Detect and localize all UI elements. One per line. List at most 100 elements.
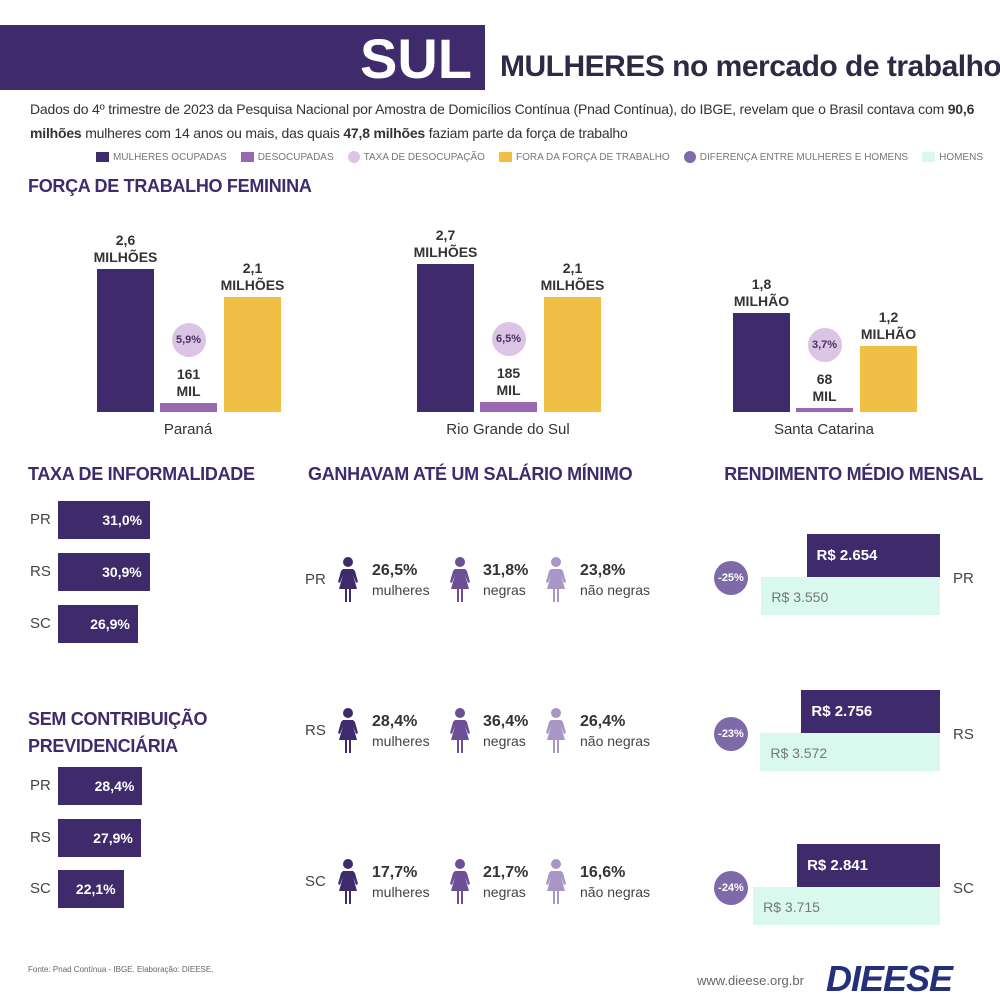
value-label: R$ 3.550: [771, 589, 829, 605]
bar: 27,9%: [58, 819, 141, 857]
value-label: 28,4%: [94, 778, 135, 794]
value-label: 31,0%: [102, 512, 143, 528]
value-label: 1,8 MILHÃO: [733, 276, 790, 309]
bar: [796, 408, 853, 412]
woman-icon: [449, 859, 471, 905]
woman-icon: [337, 557, 359, 603]
bar: 30,9%: [58, 553, 150, 591]
logo: DIEESE: [826, 958, 953, 999]
category-label: Santa Catarina: [773, 421, 875, 438]
value-label: R$ 3.715: [763, 899, 820, 915]
value-label: R$ 2.654: [816, 547, 878, 564]
bar: [417, 263, 474, 412]
value-label: 2,7 MILHÕES: [413, 226, 478, 260]
category-label: RS: [305, 722, 326, 739]
woman-icon: [545, 859, 567, 905]
value-label: 36,4%: [483, 713, 529, 730]
value-label: 26,4%: [580, 713, 626, 730]
woman-icon: [449, 708, 471, 754]
value-label: 30,9%: [102, 564, 142, 580]
header-band: [0, 25, 485, 90]
intro-segment: Dados do 4º trimestre de 2023 da Pesquis…: [30, 101, 948, 117]
woman-icon-shape: [450, 557, 470, 602]
region-label: SUL: [360, 27, 472, 90]
bar: [224, 296, 281, 412]
woman-icon-shape: [546, 859, 566, 904]
value-label: 23,8%: [580, 562, 626, 579]
bar: R$ 3.572: [760, 733, 940, 771]
intro-segment: faziam parte da força de trabalho: [425, 125, 628, 141]
bar: [480, 401, 537, 412]
bar: 26,9%: [58, 605, 138, 643]
bar: 31,0%: [58, 501, 151, 539]
website: www.dieese.org.br: [697, 973, 804, 988]
value-label: 185 MIL: [496, 364, 521, 398]
bar: 22,1%: [58, 870, 124, 908]
difference-bubble: -23%: [714, 717, 748, 751]
category-label: SC: [30, 615, 51, 632]
bar: R$ 3.550: [761, 577, 940, 615]
woman-icon-shape: [450, 859, 470, 904]
rate-bubble: 3,7%: [807, 328, 842, 363]
value-label: 26,9%: [90, 616, 130, 632]
legend-swatch: [683, 151, 696, 163]
value-label: 21,7%: [483, 864, 529, 881]
difference-bubble: -24%: [714, 871, 748, 905]
woman-icon-shape: [338, 557, 358, 602]
bar: [733, 313, 790, 412]
woman-icon: [545, 708, 567, 754]
legend-label: DIFERENÇA ENTRE MULHERES E HOMENS: [699, 151, 909, 163]
chart-title: FORÇA DE TRABALHO FEMININA: [28, 176, 312, 196]
value-label: 2,6 MILHÕES: [93, 232, 158, 265]
bar: [97, 269, 154, 412]
legend-label: TAXA DE DESOCUPAÇÃO: [363, 151, 485, 163]
value-label: 161 MIL: [176, 366, 201, 400]
category-label: SC: [305, 873, 326, 890]
group-label: mulheres: [372, 582, 430, 598]
legend-item: DIFERENÇA ENTRE MULHERES E HOMENS: [683, 151, 909, 163]
value-label: 2,1 MILHÕES: [220, 259, 285, 293]
legend-label: HOMENS: [939, 151, 983, 163]
value-label: R$ 2.756: [811, 703, 873, 720]
legend-swatch: [498, 152, 512, 162]
woman-icon-shape: [546, 557, 566, 602]
group-label: mulheres: [372, 733, 430, 749]
value-label: 27,9%: [93, 830, 133, 846]
legend-item: DESOCUPADAS: [240, 152, 334, 163]
intro-highlight: 90,6 milhões: [30, 101, 975, 141]
group-label: não negras: [580, 582, 651, 598]
chart-title: SEM CONTRIBUIÇÃO PREVIDENCIÁRIA: [28, 709, 208, 756]
value-label: 68 MIL: [812, 371, 837, 405]
group-label: não negras: [580, 884, 651, 900]
bar: [160, 403, 217, 412]
category-label: Rio Grande do Sul: [446, 421, 570, 438]
value-label: R$ 3.572: [770, 745, 828, 761]
group-label: não negras: [580, 733, 651, 749]
legend-swatch: [922, 152, 936, 162]
group-label: negras: [483, 733, 526, 749]
value-label: 31,8%: [483, 562, 529, 579]
woman-icon: [545, 557, 567, 603]
legend-swatch: [240, 152, 254, 162]
value-label: 16,6%: [580, 864, 626, 881]
rate-bubble: 6,5%: [491, 321, 526, 356]
legend-label: MULHERES OCUPADAS: [112, 151, 227, 163]
value-label: 22,1%: [75, 881, 116, 897]
group-label: negras: [483, 582, 526, 598]
category-label: RS: [30, 563, 51, 580]
chart-title: GANHAVAM ATÉ UM SALÁRIO MÍNIMO: [308, 464, 633, 484]
legend-swatch: [347, 151, 360, 163]
bar: [860, 346, 917, 412]
group-label: mulheres: [372, 884, 430, 900]
woman-icon-shape: [450, 708, 470, 753]
bar: R$ 2.654: [806, 534, 940, 577]
bar: R$ 3.715: [753, 887, 940, 925]
category-label: SC: [30, 880, 51, 897]
intro-text: Dados do 4º trimestre de 2023 da Pesquis…: [30, 97, 985, 145]
legend-item: MULHERES OCUPADAS: [95, 151, 227, 163]
category-label: PR: [953, 570, 974, 587]
value-label: 26,5%: [372, 562, 418, 579]
chart-title: TAXA DE INFORMALIDADE: [28, 464, 255, 484]
value-label: R$ 2.841: [807, 857, 868, 874]
